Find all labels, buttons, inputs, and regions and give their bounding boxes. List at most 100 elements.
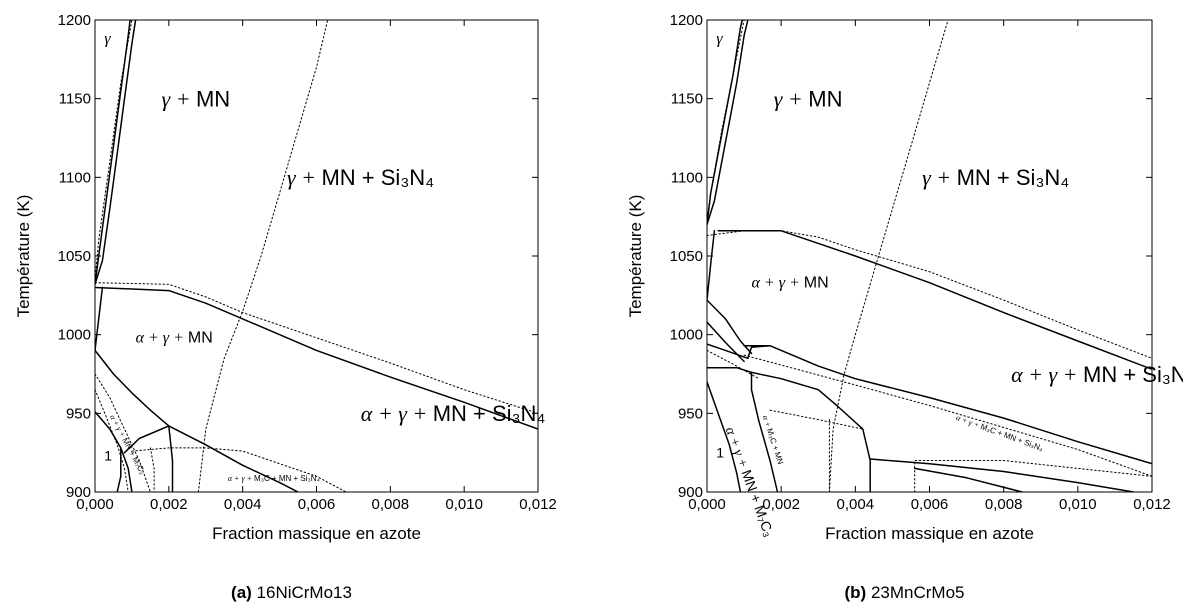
region-label-text: MN <box>196 87 230 112</box>
phase-boundary-solid-9 <box>707 366 871 492</box>
x-axis-title: Fraction massique en azote <box>212 524 421 543</box>
chart-panel-a: 0,000 0,002 0,004 0,006 0,008 0,010 0,012 900 95… <box>14 12 557 602</box>
phase-boundary-solid-3 <box>95 286 538 430</box>
region-label-text: M₃C + MN + Si₃N₄ <box>979 422 1044 453</box>
phase-boundary-solid-6 <box>707 343 749 360</box>
region-label-7: 1 <box>104 448 112 464</box>
region-label-text: 1 <box>716 444 724 460</box>
phase-boundary-dotted-12 <box>197 20 329 492</box>
phase-boundary-solid-0 <box>707 20 749 226</box>
phase-boundary-dotted-16 <box>828 20 949 492</box>
region-label-text: 1 <box>104 448 112 464</box>
phase-boundary-solid-11 <box>707 381 742 492</box>
x-tick-label: 0,004 <box>837 496 875 513</box>
region-label-greek: α + γ + <box>136 330 188 347</box>
region-label-greek: γ + <box>774 87 809 112</box>
region-label-4: α + γ + MN + Si₃N₄ <box>361 401 546 426</box>
phase-boundary-solid-6 <box>123 425 170 454</box>
phase-boundary-solid-12 <box>869 458 1135 492</box>
region-label-2: γ + MN + Si₃N₄ <box>287 165 434 190</box>
region-label-text: MN <box>188 330 213 347</box>
y-tick-label: 1000 <box>670 327 703 344</box>
y-tick-label: 1200 <box>58 12 91 29</box>
region-label-text: MN + Si₃N₄ <box>1083 362 1183 387</box>
region-label-3: α + γ + MN <box>752 274 829 291</box>
region-label-greek: α + γ + <box>228 474 254 483</box>
region-label-greek: α + γ + <box>361 401 433 426</box>
y-axis-title: Température (K) <box>14 195 33 318</box>
phase-boundary-solid-1 <box>95 20 131 286</box>
phase-boundary-solid-1 <box>707 20 743 226</box>
phase-boundary-dotted-16 <box>149 447 155 492</box>
y-tick-label: 900 <box>678 484 703 501</box>
phase-boundary-solid-4 <box>95 349 170 427</box>
region-label-8: 1 <box>716 444 724 460</box>
x-tick-label: 0,012 <box>1133 496 1171 513</box>
region-label-greek: α + γ + <box>955 413 983 430</box>
y-tick-label: 1150 <box>671 91 703 108</box>
region-label-text: MN + Si₃N₄ <box>433 401 546 426</box>
region-label-greek: γ <box>104 31 111 48</box>
phase-boundary-solid-8 <box>168 425 299 492</box>
region-label-greek: γ <box>716 31 723 48</box>
phase-boundary-dotted-20 <box>769 409 864 430</box>
phase-boundary-solid-2 <box>95 286 104 352</box>
region-label-greek: α + γ + <box>722 425 752 473</box>
region-label-0: γ <box>716 31 723 48</box>
phase-boundary-dotted-11 <box>95 282 538 414</box>
x-tick-label: 0,006 <box>911 496 949 513</box>
x-axis-title: Fraction massique en azote <box>825 524 1034 543</box>
y-tick-label: 1050 <box>670 248 703 265</box>
phase-boundary-dotted-17 <box>743 354 1152 477</box>
region-label-text: MN <box>804 274 829 291</box>
phase-boundary-dotted-10 <box>95 20 133 281</box>
figure-caption: (a) 16NiCrMo13 <box>231 583 352 602</box>
region-label-greek: α + γ + <box>1011 362 1083 387</box>
x-tick-label: 0,008 <box>985 496 1023 513</box>
phase-boundary-solid-0 <box>95 20 137 286</box>
region-label-text: M₃C + MN + Si₃N₄ <box>254 474 320 483</box>
phase-boundary-dotted-18 <box>707 349 760 380</box>
x-tick-label: 0,012 <box>519 496 557 513</box>
x-tick-label: 0,000 <box>688 496 726 513</box>
region-label-text: MN + Si₃N₄ <box>957 165 1070 190</box>
region-label-3: α + γ + MN <box>136 330 213 347</box>
phase-boundary-dotted-19 <box>914 460 1152 492</box>
x-tick-label: 0,002 <box>762 496 800 513</box>
region-label-2: γ + MN + Si₃N₄ <box>922 165 1069 190</box>
phase-boundary-dotted-13 <box>95 373 151 492</box>
region-label-greek: γ + <box>161 87 196 112</box>
phase-boundary-dotted-14 <box>95 389 129 492</box>
x-tick-label: 0,010 <box>1059 496 1097 513</box>
phase-boundary-solid-3 <box>717 230 1152 371</box>
x-tick-label: 0,008 <box>372 496 410 513</box>
x-tick-label: 0,004 <box>224 496 262 513</box>
phase-boundary-solid-7 <box>168 425 174 492</box>
region-label-text: MN <box>808 87 842 112</box>
phase-boundary-solid-2 <box>707 230 716 301</box>
region-label-text: M₃C + MN <box>765 427 785 465</box>
phase-boundary-solid-4 <box>707 299 753 355</box>
region-label-greek: α + γ + <box>752 274 804 291</box>
region-label-0: γ <box>104 31 111 48</box>
y-tick-label: 1050 <box>58 248 91 265</box>
caption-text: 23MnCrMo5 <box>866 583 964 602</box>
region-label-greek: α + γ + <box>108 413 128 440</box>
y-tick-label: 1000 <box>58 327 91 344</box>
phase-boundary-dotted-15 <box>131 447 347 492</box>
x-tick-label: 0,010 <box>445 496 483 513</box>
series-group <box>707 20 1152 492</box>
y-tick-label: 1100 <box>671 169 703 186</box>
region-label-5: α + γ + M₃C + MN + Si₃N₄ <box>228 474 320 483</box>
phase-boundary-dotted-15 <box>707 230 1152 359</box>
region-label-greek: γ + <box>287 165 322 190</box>
phase-boundary-dotted-14 <box>707 20 745 222</box>
y-tick-label: 900 <box>66 484 91 501</box>
y-tick-label: 1100 <box>59 169 91 186</box>
phase-boundary-solid-8 <box>747 344 771 360</box>
y-axis-title: Température (K) <box>626 195 645 318</box>
region-label-greek: γ + <box>922 165 957 190</box>
y-tick-label: 950 <box>678 405 703 422</box>
chart-panel-b: 0,000 0,002 0,004 0,006 0,008 0,010 0,012 900 95… <box>626 12 1183 602</box>
